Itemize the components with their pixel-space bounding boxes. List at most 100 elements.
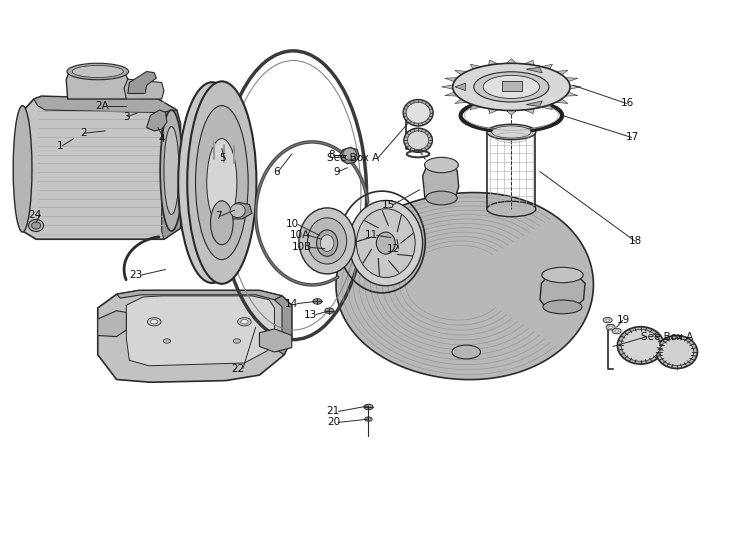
Polygon shape [455, 83, 465, 91]
Text: 18: 18 [629, 236, 642, 246]
Ellipse shape [32, 222, 41, 229]
Polygon shape [556, 70, 568, 75]
Text: 3: 3 [123, 112, 129, 122]
Text: 24: 24 [28, 210, 41, 219]
Ellipse shape [609, 326, 612, 328]
Ellipse shape [356, 208, 415, 277]
Text: 6: 6 [273, 167, 280, 177]
Ellipse shape [187, 81, 256, 284]
Text: 10A: 10A [290, 230, 310, 240]
Polygon shape [117, 290, 282, 300]
Ellipse shape [621, 329, 660, 361]
Ellipse shape [196, 106, 248, 260]
Polygon shape [158, 110, 180, 239]
Text: 12: 12 [387, 244, 400, 254]
Text: 7: 7 [215, 211, 222, 221]
Ellipse shape [230, 204, 245, 217]
Ellipse shape [543, 300, 582, 313]
Ellipse shape [207, 139, 237, 227]
Text: 2: 2 [80, 128, 86, 138]
Polygon shape [541, 104, 553, 109]
Ellipse shape [313, 299, 322, 304]
Polygon shape [570, 85, 581, 89]
Ellipse shape [317, 230, 338, 256]
Polygon shape [489, 108, 498, 114]
Polygon shape [340, 147, 359, 164]
Polygon shape [66, 72, 128, 99]
Text: 2A: 2A [96, 101, 109, 111]
Polygon shape [455, 99, 467, 103]
Polygon shape [566, 78, 578, 81]
Ellipse shape [343, 148, 356, 160]
Ellipse shape [492, 126, 531, 138]
Ellipse shape [164, 126, 179, 214]
Polygon shape [526, 67, 542, 73]
Text: 15: 15 [381, 200, 395, 210]
Polygon shape [525, 108, 534, 114]
Ellipse shape [233, 339, 241, 343]
Polygon shape [34, 96, 177, 113]
Text: 21: 21 [326, 406, 340, 416]
Ellipse shape [308, 218, 347, 264]
Ellipse shape [211, 201, 233, 245]
Ellipse shape [484, 75, 540, 98]
Text: 8: 8 [328, 150, 335, 160]
Text: 23: 23 [129, 270, 143, 280]
Ellipse shape [656, 336, 698, 368]
Text: 16: 16 [620, 98, 634, 108]
Ellipse shape [603, 317, 612, 323]
Polygon shape [470, 64, 481, 69]
Ellipse shape [178, 82, 246, 283]
Text: See Box A: See Box A [641, 332, 693, 342]
Polygon shape [489, 60, 498, 65]
Polygon shape [124, 79, 164, 99]
Text: 17: 17 [626, 133, 639, 142]
Polygon shape [336, 192, 593, 380]
Polygon shape [98, 311, 126, 337]
Bar [502, 81, 522, 91]
Ellipse shape [408, 131, 429, 150]
Polygon shape [98, 290, 292, 382]
Text: 19: 19 [617, 315, 630, 325]
Ellipse shape [150, 320, 158, 324]
Polygon shape [126, 296, 274, 366]
Polygon shape [470, 104, 481, 109]
Polygon shape [556, 99, 568, 103]
Ellipse shape [349, 200, 423, 286]
Text: See Box A: See Box A [327, 153, 379, 163]
Polygon shape [506, 111, 517, 115]
Polygon shape [274, 296, 292, 355]
Ellipse shape [299, 208, 355, 274]
Ellipse shape [403, 100, 433, 126]
Text: 4: 4 [159, 134, 165, 144]
Ellipse shape [406, 102, 430, 123]
Polygon shape [224, 202, 252, 219]
Ellipse shape [617, 327, 664, 364]
Polygon shape [506, 59, 517, 63]
Ellipse shape [541, 267, 583, 283]
Text: 10B: 10B [292, 243, 312, 252]
Ellipse shape [474, 72, 549, 102]
Ellipse shape [325, 308, 334, 314]
Polygon shape [526, 101, 542, 107]
Ellipse shape [660, 338, 694, 366]
Polygon shape [147, 110, 167, 131]
Polygon shape [566, 92, 578, 96]
Ellipse shape [160, 110, 183, 231]
Polygon shape [455, 70, 467, 75]
Ellipse shape [487, 124, 535, 140]
Polygon shape [19, 96, 180, 239]
Ellipse shape [364, 404, 373, 410]
Ellipse shape [615, 330, 618, 332]
Text: 1: 1 [57, 141, 64, 151]
Ellipse shape [453, 63, 570, 111]
Ellipse shape [605, 319, 609, 321]
Ellipse shape [612, 328, 621, 334]
Polygon shape [445, 78, 457, 81]
Ellipse shape [67, 63, 129, 80]
Polygon shape [541, 64, 553, 69]
Ellipse shape [452, 345, 481, 359]
Polygon shape [445, 92, 457, 96]
Text: 9: 9 [333, 167, 340, 177]
Ellipse shape [72, 65, 123, 78]
